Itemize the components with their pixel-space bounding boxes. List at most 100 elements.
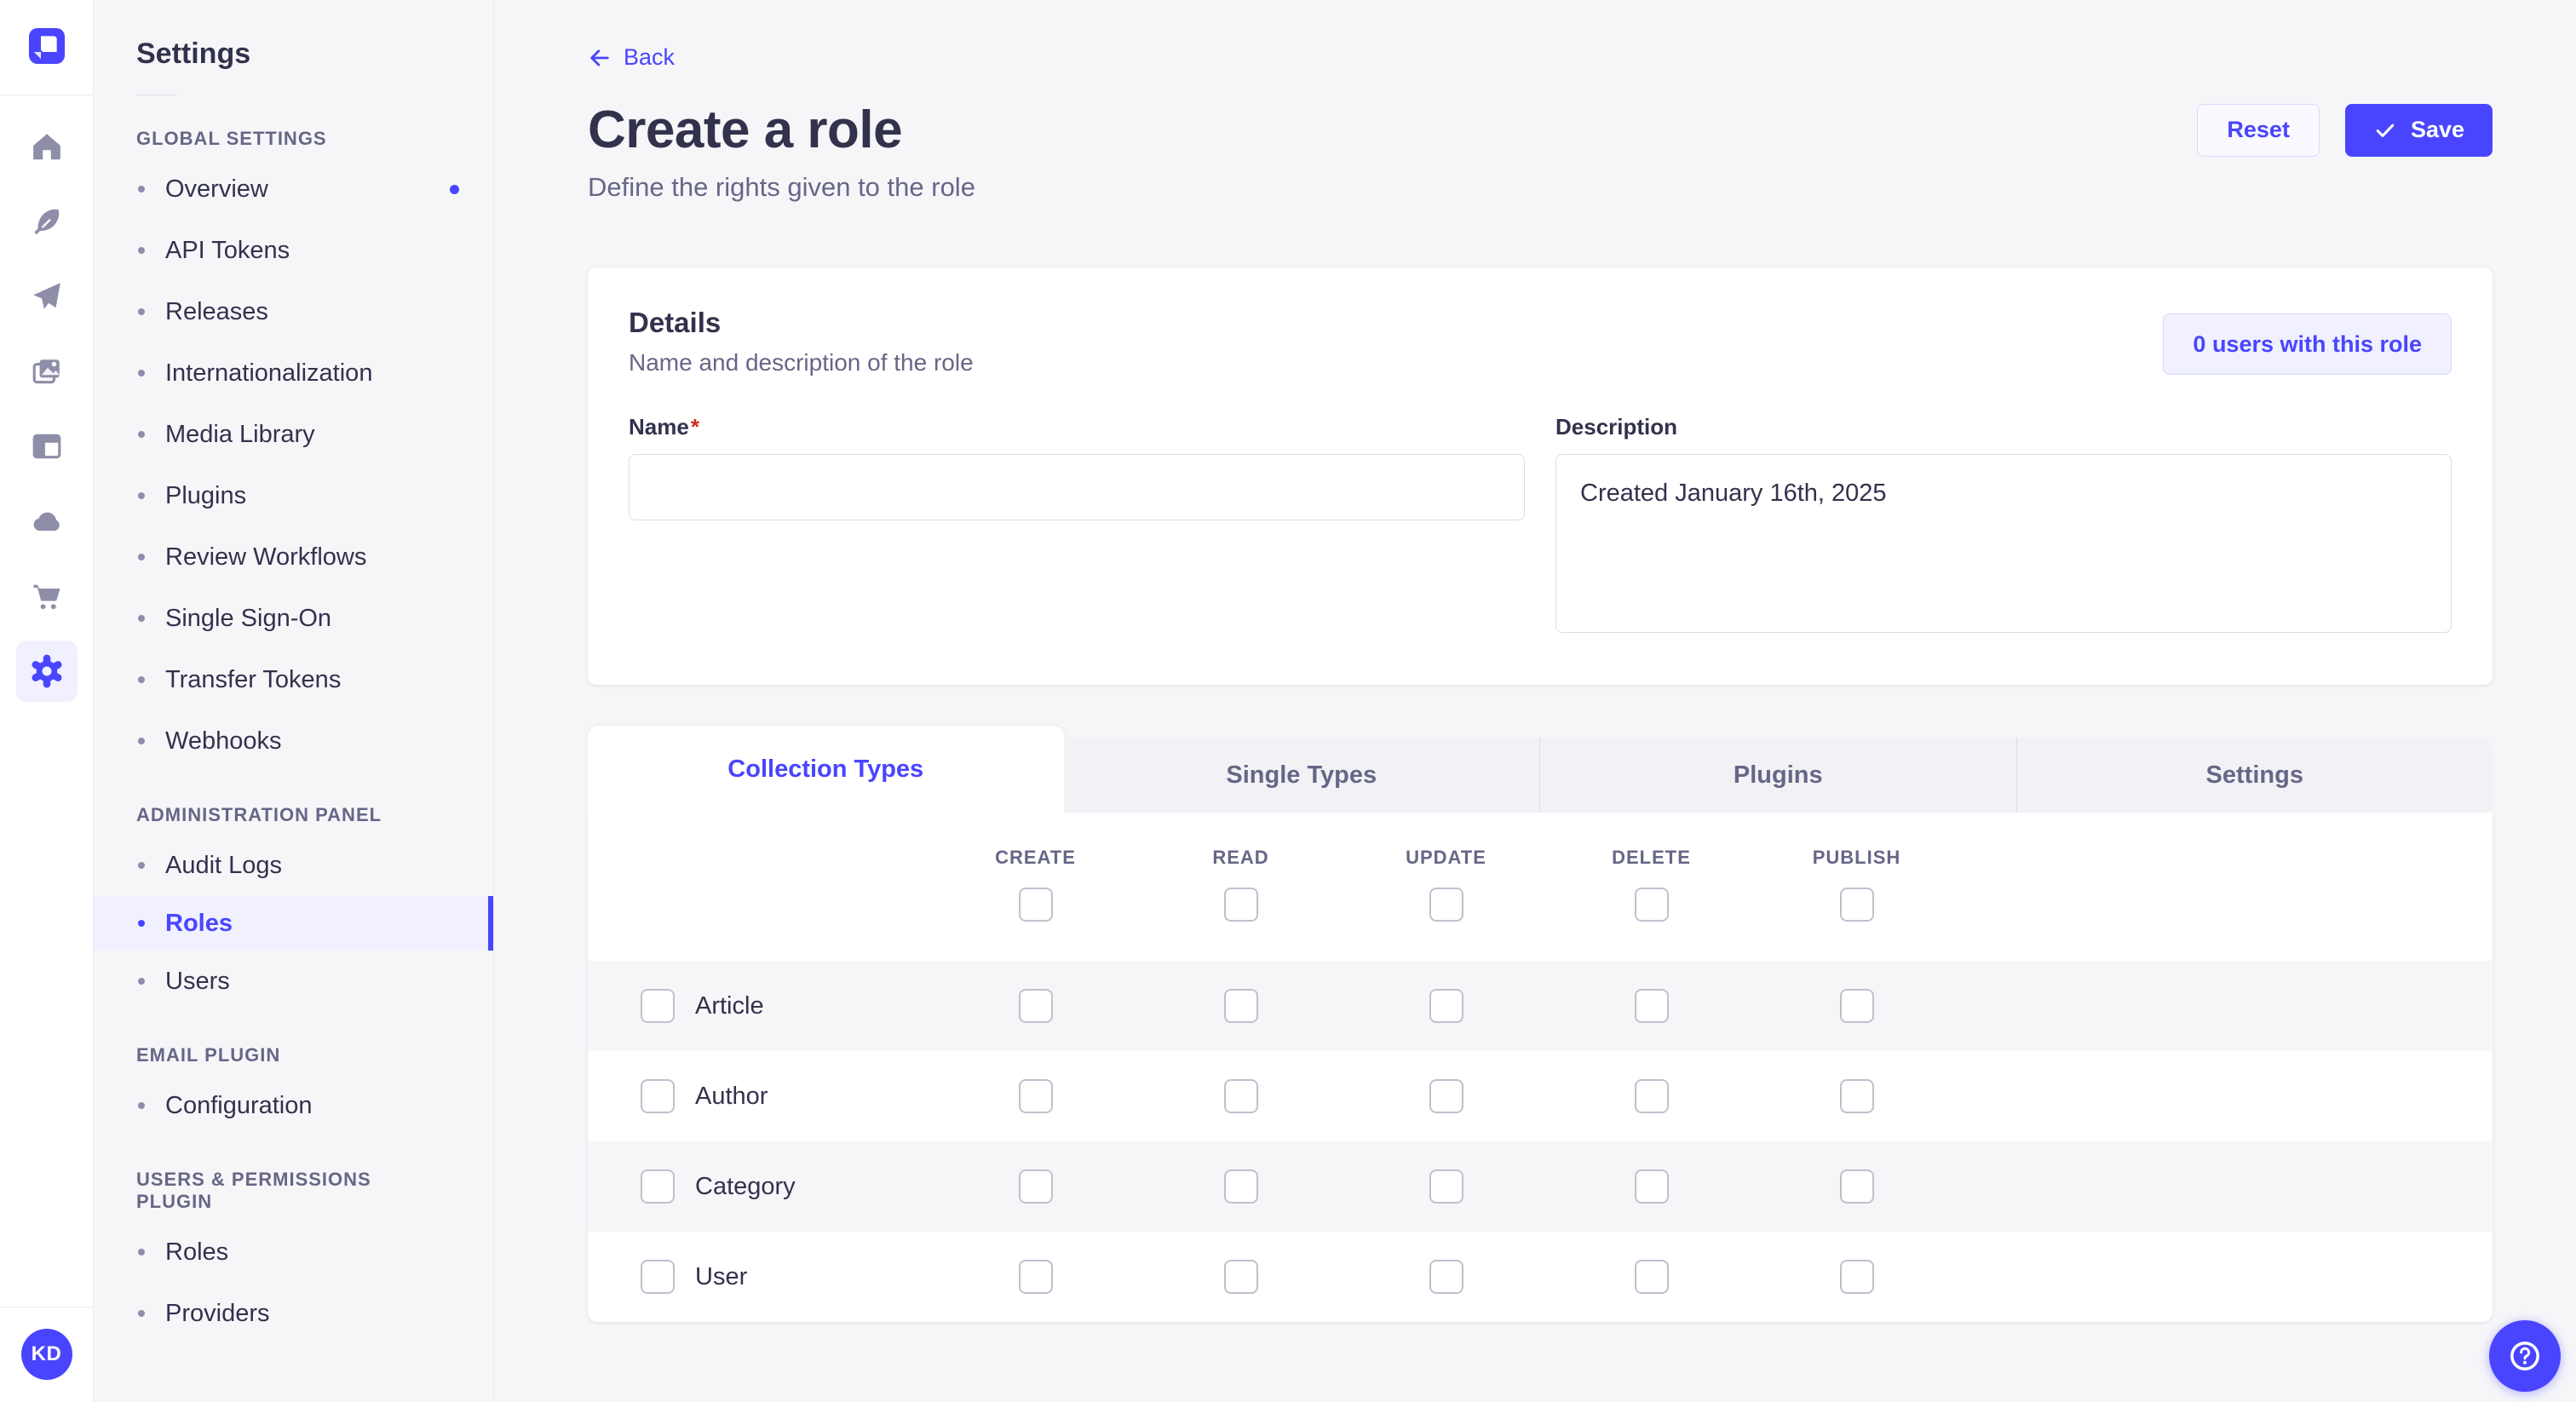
marketplace-cart-icon[interactable] [30,579,64,613]
select-all-update-checkbox[interactable] [1429,888,1463,922]
table-row-category: Category [588,1141,2493,1232]
table-row-author: Author [588,1051,2493,1141]
author-delete-checkbox[interactable] [1634,1079,1669,1113]
category-publish-checkbox[interactable] [1839,1169,1874,1204]
user-publish-checkbox[interactable] [1839,1260,1874,1294]
table-row-user: User [588,1232,2493,1322]
category-update-checkbox[interactable] [1429,1169,1463,1204]
strapi-cloud-icon[interactable] [30,504,64,538]
sidebar-item-label: Media Library [165,420,315,448]
article-read-checkbox[interactable] [1223,989,1258,1023]
description-textarea[interactable]: Created January 16th, 2025 [1555,454,2452,633]
user-create-checkbox[interactable] [1018,1260,1053,1294]
content-manager-layout-icon[interactable] [30,429,64,463]
article-update-checkbox[interactable] [1429,989,1463,1023]
article-create-checkbox[interactable] [1018,989,1053,1023]
name-input[interactable] [629,454,1525,520]
category-read-checkbox[interactable] [1223,1169,1258,1204]
nav-list-administration-panel: Audit Logs Roles Users [94,835,493,1012]
select-all-read-checkbox[interactable] [1223,888,1258,922]
rail-icon-list [15,95,78,702]
bullet-icon [138,247,145,254]
sidebar-item-api-tokens[interactable]: API Tokens [94,220,493,281]
users-with-role-button[interactable]: 0 users with this role [2163,313,2452,375]
sidebar-item-label: Roles [165,909,233,937]
user-update-checkbox[interactable] [1429,1260,1463,1294]
row-select-checkbox-author[interactable] [641,1079,675,1113]
bullet-icon [138,186,145,192]
select-all-row [588,888,2493,922]
author-update-checkbox[interactable] [1429,1079,1463,1113]
tab-collection-types[interactable]: Collection Types [588,726,1064,813]
sidebar-item-single-sign-on[interactable]: Single Sign-On [94,588,493,649]
sidebar-item-media-library[interactable]: Media Library [94,404,493,465]
sidebar-item-label: Configuration [165,1091,313,1119]
sidebar-item-review-workflows[interactable]: Review Workflows [94,526,493,588]
details-card-titles: Details Name and description of the role [629,307,974,376]
name-field-group: Name* [629,414,1525,637]
category-delete-checkbox[interactable] [1634,1169,1669,1204]
row-select-checkbox-article[interactable] [641,989,675,1023]
settings-gear-icon[interactable] [15,641,78,702]
user-avatar[interactable]: KD [20,1329,72,1380]
releases-paper-plane-icon[interactable] [30,279,64,313]
category-create-checkbox[interactable] [1018,1169,1053,1204]
author-read-checkbox[interactable] [1223,1079,1258,1113]
select-all-publish-checkbox[interactable] [1839,888,1874,922]
author-publish-checkbox[interactable] [1839,1079,1874,1113]
sidebar-item-plugins[interactable]: Plugins [94,465,493,526]
content-type-builder-feather-icon[interactable] [30,204,64,238]
details-card-header: Details Name and description of the role… [629,307,2452,376]
main-content: Back Create a role Reset Save Define the… [494,0,2576,1402]
column-header-delete: DELETE [1612,847,1691,868]
name-label-text: Name [629,414,689,440]
details-title: Details [629,307,722,338]
column-header-publish: PUBLISH [1812,847,1901,868]
row-select-checkbox-category[interactable] [641,1169,675,1204]
sidebar-item-transfer-tokens[interactable]: Transfer Tokens [94,649,493,710]
sidebar-item-releases[interactable]: Releases [94,281,493,342]
sidebar-item-webhooks[interactable]: Webhooks [94,710,493,772]
sidebar-item-roles-up[interactable]: Roles [94,1221,493,1283]
notification-dot-icon [450,184,459,194]
tab-single-types[interactable]: Single Types [1063,738,1539,813]
user-delete-checkbox[interactable] [1634,1260,1669,1294]
sidebar-item-providers[interactable]: Providers [94,1283,493,1344]
tab-plugins[interactable]: Plugins [1539,738,2016,813]
sidebar-item-internationalization[interactable]: Internationalization [94,342,493,404]
bullet-icon [138,676,145,683]
bullet-icon [138,370,145,376]
column-header-update: UPDATE [1406,847,1486,868]
save-button[interactable]: Save [2344,103,2493,157]
sidebar-item-label: Webhooks [165,727,282,755]
author-create-checkbox[interactable] [1018,1079,1053,1113]
bullet-icon [138,492,145,499]
sidebar-item-overview[interactable]: Overview [94,158,493,220]
icon-rail: KD [0,0,94,1402]
row-label: User [695,1262,748,1290]
details-card: Details Name and description of the role… [588,267,2493,685]
row-label: Author [695,1082,768,1110]
back-link[interactable]: Back [588,44,675,71]
reset-button[interactable]: Reset [2197,103,2320,157]
page-title: Create a role [588,101,903,159]
row-select-checkbox-user[interactable] [641,1260,675,1294]
sidebar-item-configuration[interactable]: Configuration [94,1075,493,1136]
sidebar-item-audit-logs[interactable]: Audit Logs [94,835,493,896]
help-button[interactable] [2489,1320,2561,1392]
home-icon[interactable] [30,129,64,164]
article-delete-checkbox[interactable] [1634,989,1669,1023]
sidebar-title: Settings [136,37,251,70]
select-all-create-checkbox[interactable] [1018,888,1053,922]
user-read-checkbox[interactable] [1223,1260,1258,1294]
sidebar-item-users[interactable]: Users [94,951,493,1012]
select-all-delete-checkbox[interactable] [1634,888,1669,922]
media-library-images-icon[interactable] [30,354,64,388]
page-subtitle: Define the rights given to the role [588,172,975,202]
article-publish-checkbox[interactable] [1839,989,1874,1023]
sidebar-item-roles-admin[interactable]: Roles [94,896,493,951]
tab-settings[interactable]: Settings [2015,738,2493,813]
strapi-logo-icon[interactable] [28,28,65,64]
help-question-icon [2510,1342,2539,1370]
nav-list-users-permissions-plugin: Roles Providers [94,1221,493,1344]
